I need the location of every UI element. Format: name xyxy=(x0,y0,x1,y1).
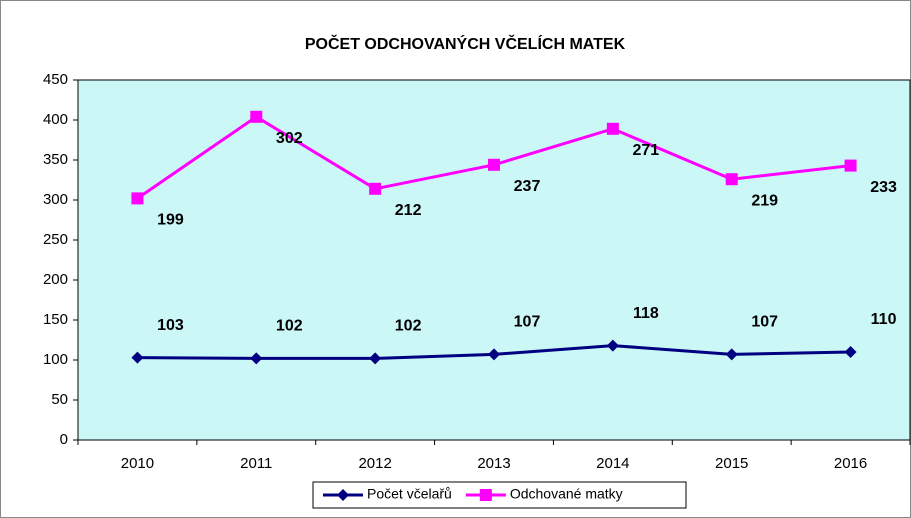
y-tick-label: 0 xyxy=(60,431,68,448)
data-label: 103 xyxy=(157,317,184,334)
point xyxy=(488,348,500,361)
y-tick-label: 200 xyxy=(43,271,68,288)
x-tick-label: 2014 xyxy=(596,455,629,472)
legend-label: Odchované matky xyxy=(510,486,623,502)
x-tick-label: 2010 xyxy=(121,455,154,472)
y-tick-label: 100 xyxy=(43,351,68,368)
point xyxy=(369,352,382,365)
legend: Počet včelařů Odchované matky xyxy=(312,481,687,509)
legend-label: Počet včelařů xyxy=(367,486,452,502)
point xyxy=(369,182,382,195)
point xyxy=(606,339,619,352)
x-tick-label: 2012 xyxy=(358,455,391,472)
point xyxy=(606,122,619,135)
data-label: 233 xyxy=(870,179,897,196)
data-label: 110 xyxy=(871,311,897,328)
y-tick-label: 150 xyxy=(43,311,68,328)
data-label: 107 xyxy=(514,314,541,331)
y-tick-label: 50 xyxy=(51,391,68,408)
x-tick-label: 2011 xyxy=(240,455,272,472)
y-tick-label: 450 xyxy=(43,71,68,88)
point xyxy=(250,110,263,123)
data-label: 212 xyxy=(395,202,422,219)
data-label: 118 xyxy=(633,305,659,322)
point xyxy=(131,192,144,205)
y-tick-label: 300 xyxy=(43,191,68,208)
legend-marker xyxy=(337,489,349,501)
data-label: 102 xyxy=(395,318,422,335)
data-label: 102 xyxy=(276,318,303,335)
x-tick-label: 2016 xyxy=(834,455,867,472)
x-tick-label: 2013 xyxy=(477,455,510,472)
data-label: 302 xyxy=(276,130,303,147)
point xyxy=(844,159,857,172)
point xyxy=(488,158,500,171)
plot-area xyxy=(77,79,911,441)
point xyxy=(725,173,738,186)
data-label: 107 xyxy=(751,314,778,331)
y-tick-label: 350 xyxy=(43,151,68,168)
data-label: 237 xyxy=(514,178,541,195)
point xyxy=(725,348,738,361)
point xyxy=(844,346,857,358)
chart-title: POČET ODCHOVANÝCH VČELÍCH MATEK xyxy=(305,34,626,53)
data-label: 219 xyxy=(751,192,778,209)
y-tick-label: 250 xyxy=(43,231,68,248)
data-label: 271 xyxy=(633,142,660,159)
x-tick-label: 2015 xyxy=(715,455,748,472)
point xyxy=(250,352,263,365)
point xyxy=(131,351,144,364)
data-label: 199 xyxy=(157,212,184,229)
legend-marker xyxy=(479,489,492,501)
y-tick-label: 400 xyxy=(43,111,68,128)
